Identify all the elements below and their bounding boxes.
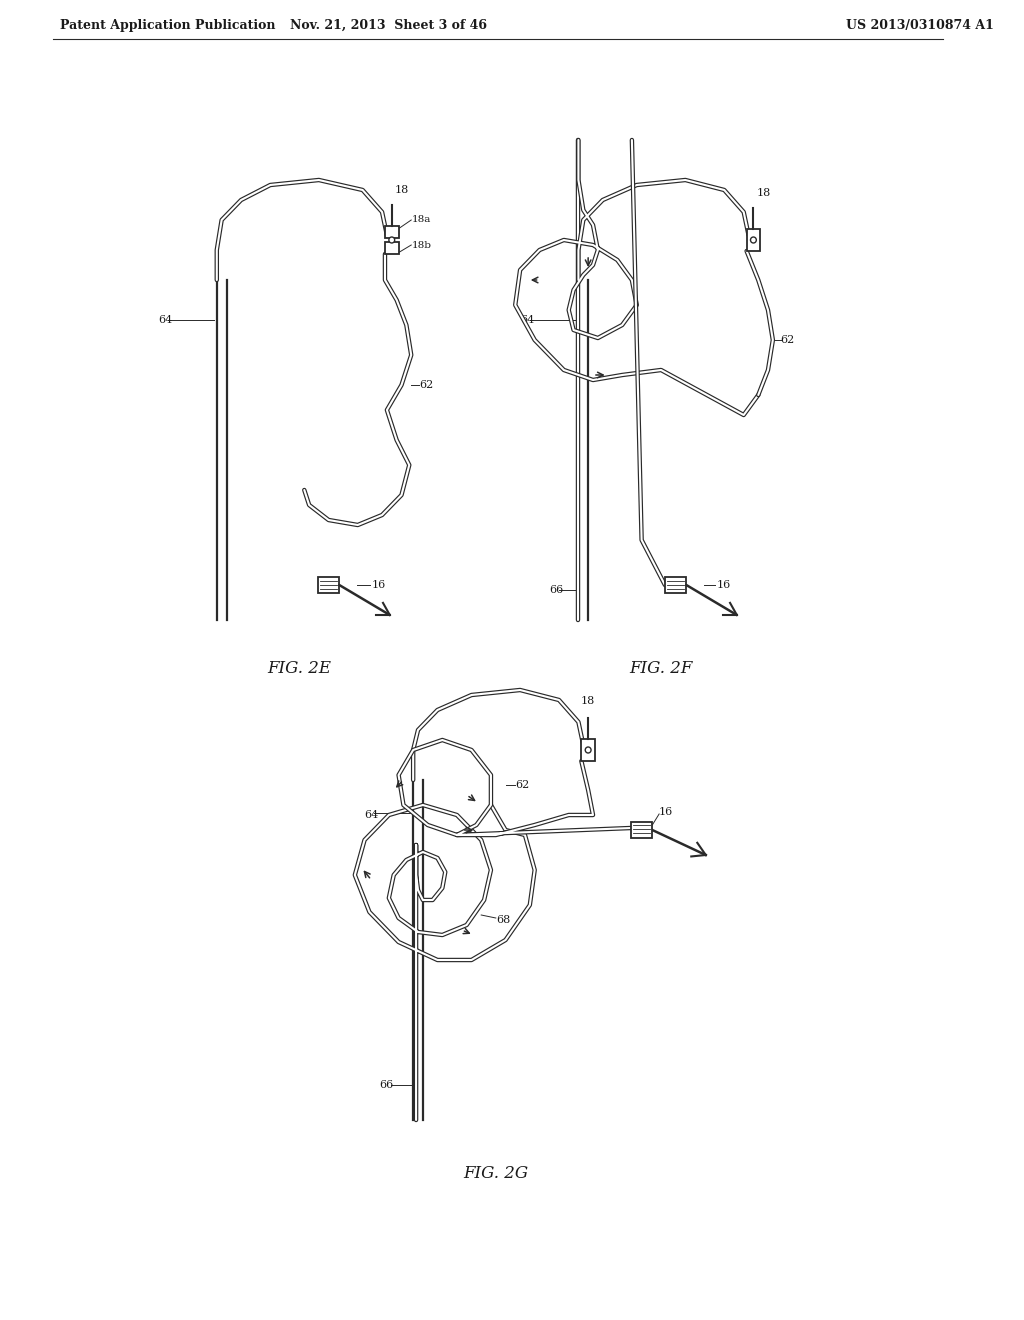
Text: US 2013/0310874 A1: US 2013/0310874 A1 bbox=[846, 18, 993, 32]
Bar bbox=[665, 577, 686, 593]
Bar bbox=[317, 577, 339, 593]
Text: 64: 64 bbox=[520, 315, 535, 325]
Text: 68: 68 bbox=[496, 915, 510, 925]
Text: 18a: 18a bbox=[413, 215, 431, 224]
Text: 16: 16 bbox=[717, 579, 731, 590]
Circle shape bbox=[751, 238, 757, 243]
Bar bbox=[746, 228, 760, 251]
Bar bbox=[385, 226, 398, 238]
Text: 18: 18 bbox=[394, 185, 409, 195]
Bar bbox=[582, 739, 595, 762]
Bar bbox=[631, 822, 652, 838]
Text: 64: 64 bbox=[365, 810, 379, 820]
Text: 64: 64 bbox=[159, 315, 173, 325]
Text: 18: 18 bbox=[757, 187, 771, 198]
Circle shape bbox=[586, 747, 591, 752]
Text: 16: 16 bbox=[372, 579, 386, 590]
Circle shape bbox=[389, 238, 394, 243]
Text: 66: 66 bbox=[379, 1080, 393, 1090]
Text: FIG. 2G: FIG. 2G bbox=[463, 1166, 528, 1181]
Text: 18b: 18b bbox=[413, 240, 432, 249]
Text: 62: 62 bbox=[419, 380, 433, 389]
Text: 16: 16 bbox=[659, 807, 674, 817]
Text: 18: 18 bbox=[581, 696, 595, 706]
Text: Nov. 21, 2013  Sheet 3 of 46: Nov. 21, 2013 Sheet 3 of 46 bbox=[291, 18, 487, 32]
Text: FIG. 2E: FIG. 2E bbox=[267, 660, 332, 677]
Bar bbox=[385, 242, 398, 253]
Text: FIG. 2F: FIG. 2F bbox=[630, 660, 693, 677]
Text: 62: 62 bbox=[515, 780, 529, 789]
Text: Patent Application Publication: Patent Application Publication bbox=[60, 18, 275, 32]
Text: 62: 62 bbox=[780, 335, 795, 345]
Text: 66: 66 bbox=[549, 585, 563, 595]
